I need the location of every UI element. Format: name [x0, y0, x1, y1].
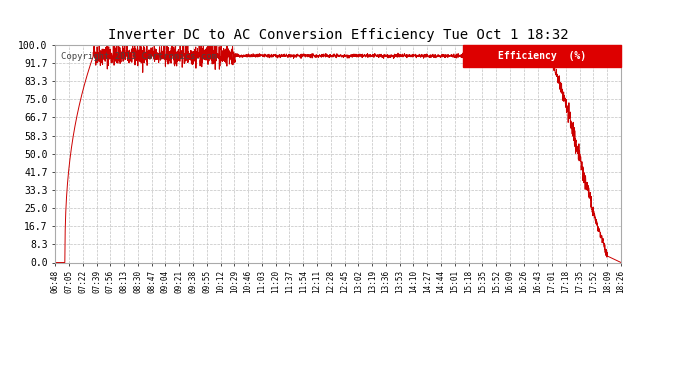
Text: Copyright 2013 Cartronics.com: Copyright 2013 Cartronics.com	[61, 51, 217, 60]
FancyBboxPatch shape	[462, 45, 621, 67]
Title: Inverter DC to AC Conversion Efficiency Tue Oct 1 18:32: Inverter DC to AC Conversion Efficiency …	[108, 28, 569, 42]
Text: Efficiency  (%): Efficiency (%)	[497, 51, 586, 61]
